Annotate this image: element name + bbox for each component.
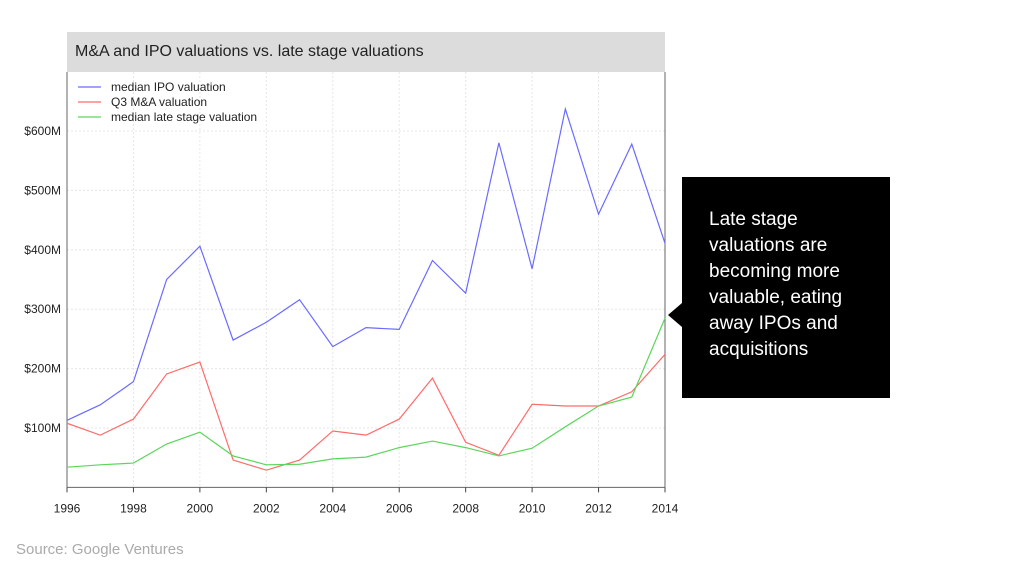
x-tick-label: 2002 — [253, 501, 280, 515]
x-tick-label: 2010 — [519, 501, 546, 515]
x-tick-label: 2008 — [452, 501, 479, 515]
x-tick-label: 2012 — [585, 501, 612, 515]
x-tick-label: 2014 — [652, 501, 679, 515]
x-tick-label: 2004 — [319, 501, 346, 515]
source-note: Source: Google Ventures — [16, 541, 184, 558]
x-tick-label: 1998 — [120, 501, 147, 515]
y-tick-label: $100M — [24, 421, 61, 435]
x-tick-label: 2006 — [386, 501, 413, 515]
series-line-3 — [66, 317, 666, 468]
chart-title: M&A and IPO valuations vs. late stage va… — [75, 43, 424, 60]
callout-text: Late stage valuations are becoming more … — [709, 209, 843, 360]
y-tick-label: $500M — [24, 183, 61, 197]
legend-label: median IPO valuation — [111, 80, 226, 94]
x-tick-label: 1996 — [54, 501, 81, 515]
series-line-1 — [66, 106, 666, 421]
chart-title-bar: M&A and IPO valuations vs. late stage va… — [67, 32, 665, 72]
x-tick-label: 2000 — [187, 501, 214, 515]
y-tick-label: $200M — [24, 362, 61, 376]
y-tick-label: $600M — [24, 124, 61, 138]
series-line-2 — [66, 353, 666, 471]
callout-box: Late stage valuations are becoming more … — [668, 177, 890, 398]
y-tick-label: $400M — [24, 243, 61, 257]
legend-label: Q3 M&A valuation — [111, 95, 207, 109]
y-tick-label: $300M — [24, 302, 61, 316]
legend-label: median late stage valuation — [111, 110, 257, 124]
